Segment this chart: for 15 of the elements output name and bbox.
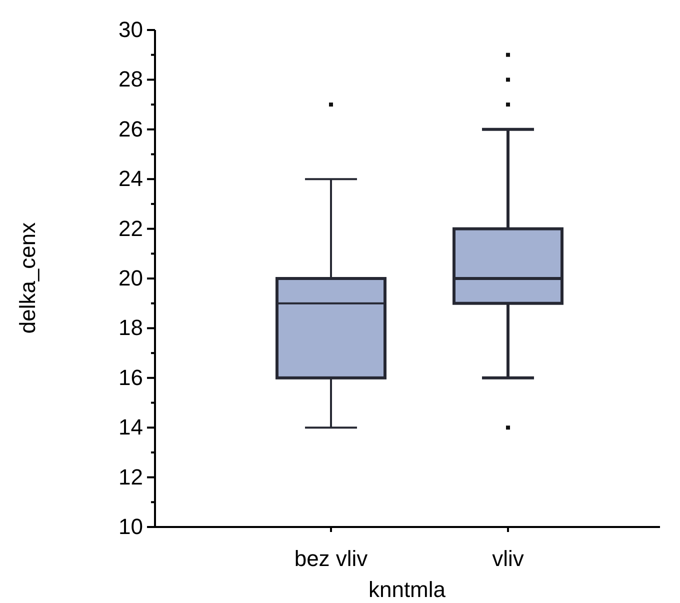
y-tick-label: 24 bbox=[118, 166, 143, 192]
y-tick-label: 14 bbox=[118, 414, 143, 440]
y-tick-label: 28 bbox=[118, 66, 143, 92]
y-axis-title: delka_cenx bbox=[15, 222, 40, 334]
y-tick-label: 26 bbox=[118, 116, 143, 142]
y-tick-label: 20 bbox=[118, 266, 143, 291]
y-tick-label: 30 bbox=[118, 17, 143, 42]
x-axis-title: knntmla bbox=[368, 577, 446, 602]
x-tick-label: bez vliv bbox=[294, 546, 368, 571]
y-tick-label: 16 bbox=[118, 364, 143, 390]
x-tick-label: vliv bbox=[492, 546, 524, 571]
y-tick-label: 18 bbox=[118, 315, 143, 340]
y-tick-label: 10 bbox=[118, 514, 143, 540]
y-tick-label: 22 bbox=[118, 216, 143, 241]
y-tick-label: 12 bbox=[118, 464, 143, 490]
